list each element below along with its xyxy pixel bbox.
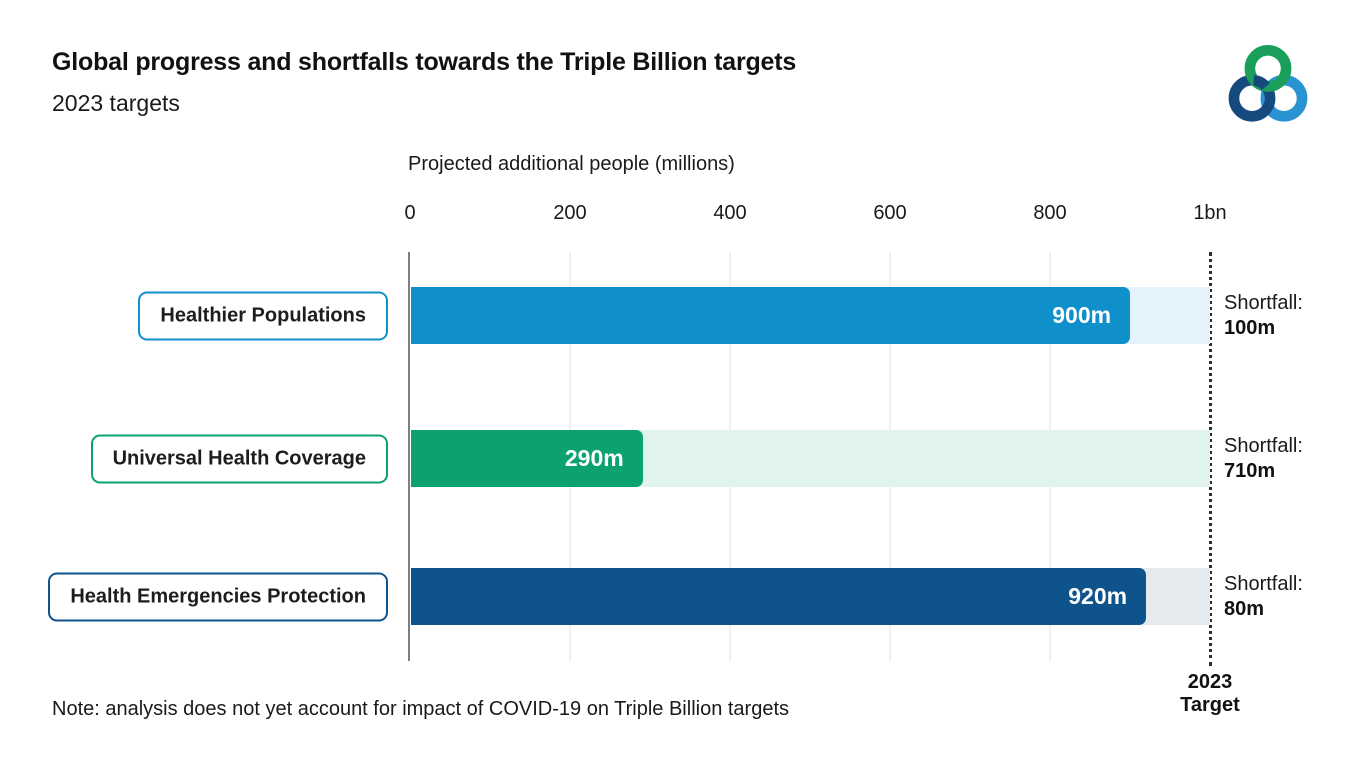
shortfall-title: Shortfall: [1224, 291, 1303, 314]
y-axis-line [408, 252, 410, 661]
category-label: Health Emergencies Protection [70, 585, 366, 607]
bar-row-health-emergencies-protection: Health Emergencies Protection 920m Short… [0, 568, 1366, 625]
logo-ring-green [1244, 45, 1292, 92]
shortfall-label: Shortfall: 710m [1224, 434, 1303, 484]
triple-billion-logo-icon [1228, 45, 1308, 122]
category-label: Healthier Populations [160, 304, 366, 326]
shortfall-value: 100m [1224, 316, 1276, 339]
page-title: Global progress and shortfalls towards t… [52, 48, 797, 76]
x-tick-0: 0 [404, 202, 416, 224]
target-dotted-line [1209, 252, 1212, 666]
axis-title: Projected additional people (millions) [408, 153, 735, 175]
shortfall-label: Shortfall: 100m [1224, 291, 1303, 341]
bar-track: 290m [411, 430, 1210, 487]
shortfall-value: 710m [1224, 459, 1276, 482]
target-year-line2: Target [1180, 694, 1240, 716]
bar: 900m [411, 287, 1131, 344]
category-label: Universal Health Coverage [112, 447, 366, 469]
shortfall-value: 80m [1224, 597, 1265, 620]
shortfall-title: Shortfall: [1224, 572, 1303, 595]
bar-track: 920m [411, 568, 1210, 625]
bar: 920m [411, 568, 1147, 625]
category-label-box: Healthier Populations [138, 291, 388, 340]
x-tick-400: 400 [713, 202, 747, 224]
bar-value-label: 900m [1052, 302, 1112, 328]
logo-weave-arc [1252, 74, 1270, 91]
x-tick-600: 600 [873, 202, 907, 224]
bar-track: 900m [411, 287, 1210, 344]
shortfall-title: Shortfall: [1224, 434, 1303, 457]
bar-value-label: 920m [1068, 583, 1128, 609]
bar-value-label: 290m [564, 445, 624, 471]
bar-row-universal-health-coverage: Universal Health Coverage 290m Shortfall… [0, 430, 1366, 487]
category-label-box: Universal Health Coverage [90, 434, 388, 483]
target-year-label: 2023 Target [1140, 671, 1280, 717]
x-tick-800: 800 [1033, 202, 1067, 224]
x-tick-200: 200 [553, 202, 587, 224]
bar: 290m [411, 430, 643, 487]
target-year-line1: 2023 [1187, 671, 1233, 693]
x-tick-1bn: 1bn [1193, 202, 1227, 224]
page-subtitle: 2023 targets [52, 90, 180, 116]
footnote: Note: analysis does not yet account for … [52, 698, 790, 720]
category-label-box: Health Emergencies Protection [48, 572, 388, 621]
bar-row-healthier-populations: Healthier Populations 900m Shortfall: 10… [0, 287, 1366, 344]
shortfall-label: Shortfall: 80m [1224, 572, 1303, 622]
